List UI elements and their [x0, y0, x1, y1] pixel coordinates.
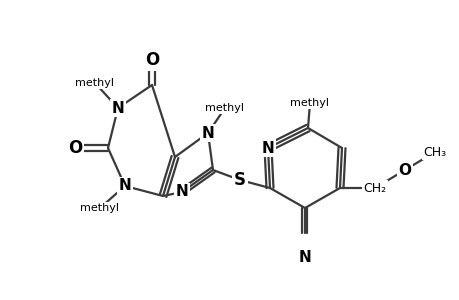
Text: methyl: methyl: [75, 78, 114, 88]
Text: O: O: [397, 163, 411, 178]
Text: N: N: [261, 140, 274, 155]
Text: methyl: methyl: [80, 203, 119, 213]
Text: methyl: methyl: [290, 98, 329, 108]
Text: methyl: methyl: [205, 103, 244, 113]
Text: N: N: [201, 125, 214, 140]
Text: N: N: [298, 250, 311, 266]
Text: CH₂: CH₂: [363, 182, 386, 194]
Text: N: N: [118, 178, 131, 194]
Text: S: S: [234, 171, 246, 189]
Text: O: O: [145, 51, 159, 69]
Text: N: N: [175, 184, 188, 200]
Text: CH₃: CH₃: [423, 146, 446, 158]
Text: N: N: [112, 100, 124, 116]
Text: O: O: [68, 139, 82, 157]
